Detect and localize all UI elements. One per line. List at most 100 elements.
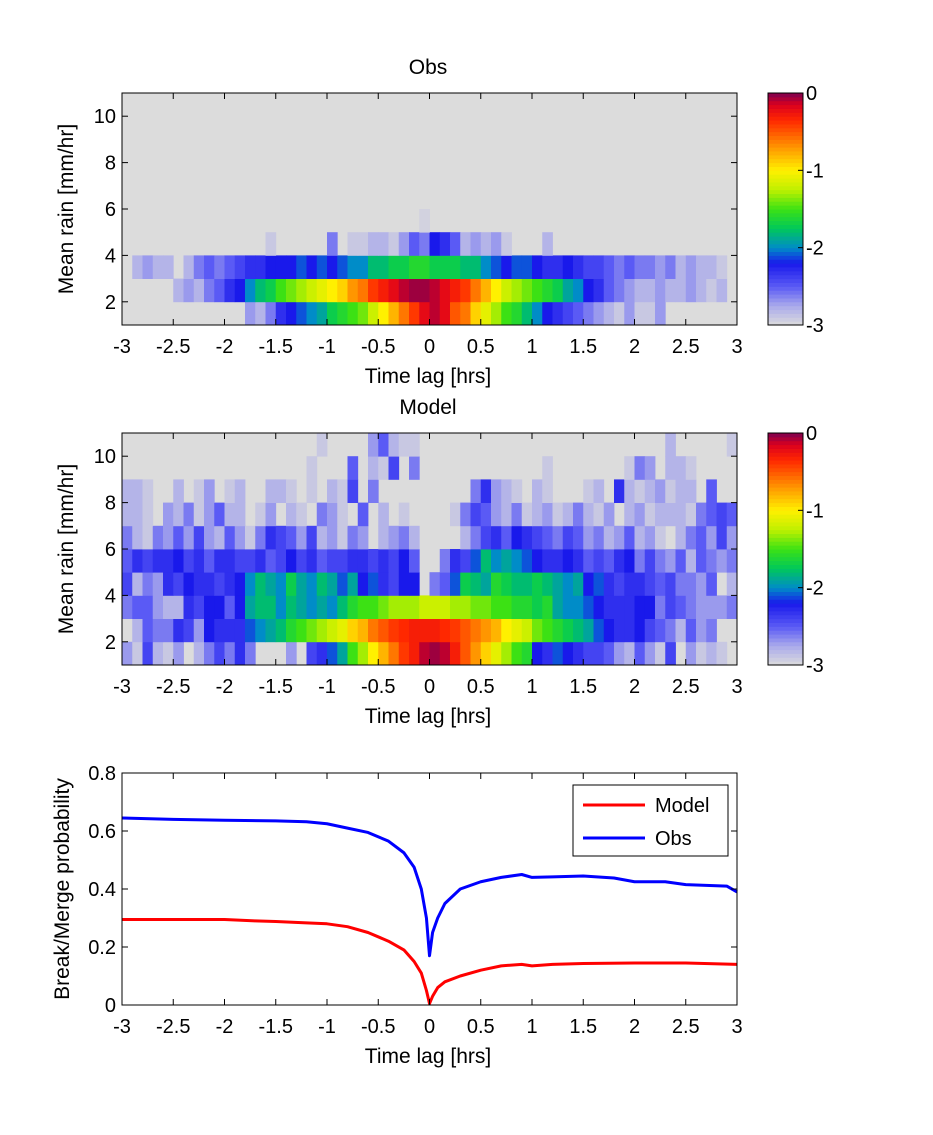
obs-cell <box>501 278 512 303</box>
model-colorbar-band <box>768 556 803 562</box>
obs-colorbar-band <box>768 116 803 121</box>
obs-colorbar-band <box>768 270 803 276</box>
model-cell <box>255 502 266 527</box>
model-cell <box>122 479 133 503</box>
line-xtick-label: -2 <box>216 1016 234 1038</box>
model-cell <box>142 595 154 619</box>
obs-cell <box>388 301 400 326</box>
model-cell <box>491 549 502 573</box>
model-cell <box>378 572 389 596</box>
model-colorbar-band <box>768 483 803 488</box>
model-cell <box>173 549 184 573</box>
obs-cell <box>429 255 441 279</box>
model-cell <box>593 479 605 503</box>
model-cell <box>388 572 400 596</box>
line-ytick-label: 0.2 <box>88 937 116 959</box>
model-cell <box>634 618 646 643</box>
model-cell <box>234 618 246 643</box>
obs-colorbar-band <box>768 166 803 171</box>
model-xtick-label: 2 <box>629 676 640 698</box>
model-xtick-label: 3 <box>731 676 742 698</box>
line-xtick-label: 0 <box>424 1016 435 1038</box>
model-colorbar-band <box>768 587 803 593</box>
model-cell <box>429 618 441 643</box>
model-cell <box>562 525 574 550</box>
obs-cell <box>347 301 359 326</box>
model-cell <box>450 595 461 619</box>
model-cell <box>378 641 389 666</box>
line-ytick-label: 0.4 <box>88 879 116 901</box>
obs-cell <box>419 209 430 233</box>
model-cell <box>173 502 184 527</box>
obs-cell <box>501 232 512 256</box>
model-cell <box>316 549 328 573</box>
model-cell <box>357 572 369 596</box>
model-cell <box>685 572 697 596</box>
model-cell <box>409 456 420 480</box>
legend-box <box>572 784 729 857</box>
model-cell <box>726 549 738 573</box>
obs-cell <box>368 232 379 256</box>
obs-colorbar-band <box>768 100 803 106</box>
model-cell <box>275 479 287 503</box>
obs-ytick-label: 10 <box>94 106 116 128</box>
model-cell <box>501 618 512 643</box>
line-legend: Model Obs <box>572 784 729 857</box>
obs-colorbar-band <box>768 212 803 218</box>
obs-colorbar-band <box>768 294 803 299</box>
obs-cell <box>634 301 646 326</box>
line-xlabel: Time lag [hrs] <box>365 1045 491 1068</box>
model-cell <box>726 502 738 527</box>
model-cell <box>634 549 646 573</box>
model-cell <box>706 479 717 503</box>
model-cell <box>245 641 256 666</box>
obs-cell <box>368 301 379 326</box>
model-cell <box>193 618 205 643</box>
model-cell <box>122 641 133 666</box>
model-cell <box>470 525 482 550</box>
obs-cell <box>696 278 707 303</box>
model-cell <box>644 572 656 596</box>
obs-ytick-label: 4 <box>105 245 116 267</box>
line-xtick-label: -1 <box>318 1016 336 1038</box>
obs-cell <box>286 255 297 279</box>
model-cell <box>347 618 359 643</box>
model-cell <box>163 641 174 666</box>
model-cell <box>665 549 676 573</box>
model-colorbar-label: -1 <box>806 500 824 522</box>
model-colorbar-band <box>768 533 803 538</box>
obs-heatmap-cells <box>132 209 728 326</box>
model-cell <box>665 595 676 619</box>
model-cell <box>542 641 553 666</box>
model-cell <box>245 618 256 643</box>
model-cell <box>665 618 676 643</box>
model-ylabel: Mean rain [mm/hr] <box>55 464 78 634</box>
model-colorbar-band <box>768 502 803 507</box>
model-cell <box>163 525 174 550</box>
obs-colorbar-band <box>768 209 803 214</box>
obs-cell <box>409 278 420 303</box>
obs-cell <box>327 301 338 326</box>
obs-cell <box>142 255 154 279</box>
obs-cell <box>716 278 728 303</box>
model-colorbar-band <box>768 475 803 480</box>
obs-colorbar-band <box>768 151 803 156</box>
obs-cell <box>706 255 717 279</box>
model-cell <box>573 595 584 619</box>
obs-cell <box>480 232 492 256</box>
model-cell <box>368 479 379 503</box>
model-cell <box>183 502 195 527</box>
obs-xtick-label: 2 <box>629 336 640 358</box>
model-cell <box>183 595 195 619</box>
obs-cell <box>327 232 338 256</box>
obs-cell <box>234 278 246 303</box>
obs-xtick-label: 1 <box>526 336 537 358</box>
model-cell <box>265 502 277 527</box>
model-cell <box>142 502 154 527</box>
model-cell <box>511 572 523 596</box>
model-cell <box>316 641 328 666</box>
obs-colorbar-band <box>768 112 803 117</box>
model-cell <box>439 572 451 596</box>
model-colorbar-band <box>768 460 803 465</box>
model-cell <box>347 525 359 550</box>
